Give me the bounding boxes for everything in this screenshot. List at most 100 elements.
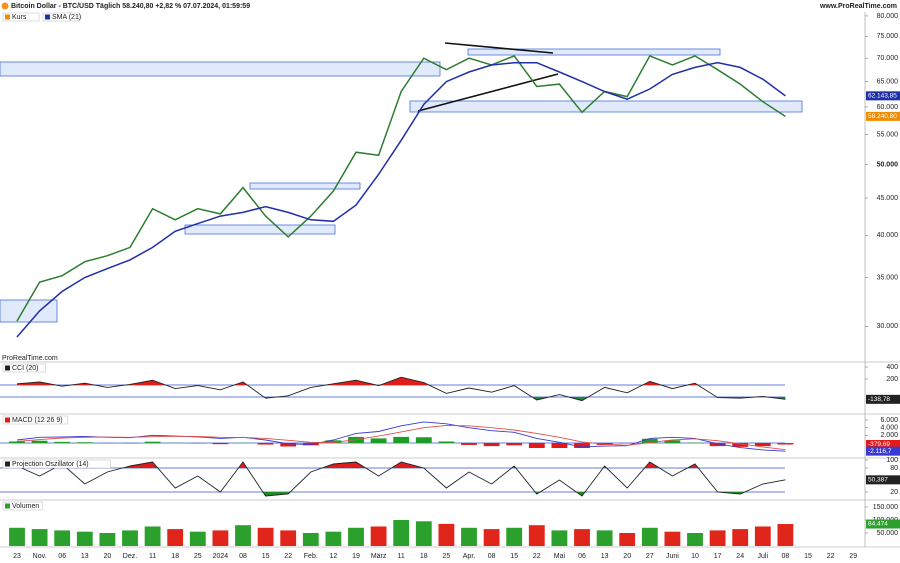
- legend-swatch: [5, 14, 10, 20]
- bar: [461, 527, 477, 546]
- x-tick-label: 12: [330, 553, 338, 560]
- bar: [664, 531, 681, 546]
- bar: [551, 530, 568, 546]
- x-tick-label: Nov.: [33, 553, 47, 560]
- x-tick-label: 15: [804, 553, 812, 560]
- bar: [687, 532, 703, 546]
- y-tick-label: 50.000: [877, 162, 899, 169]
- x-tick-label: 25: [443, 553, 451, 560]
- zone: [409, 100, 803, 113]
- zone: [249, 182, 361, 190]
- y-tick-label: 80: [890, 465, 898, 472]
- price-tag: [866, 91, 900, 101]
- series-line: [16, 376, 786, 402]
- bar: [483, 443, 500, 447]
- drawings: [0, 42, 803, 323]
- panel-legend: Kurs SMA (21): [2, 12, 81, 22]
- bar: [167, 529, 184, 546]
- legend-box: [2, 459, 111, 469]
- y-tick-label: 70.000: [877, 55, 899, 62]
- bar: [732, 529, 749, 546]
- price-tag-label: 62.143,85: [868, 93, 897, 100]
- bar: [732, 443, 749, 447]
- zone: [184, 224, 336, 235]
- legend-label: Kurs: [12, 14, 27, 21]
- bar: [144, 526, 161, 546]
- legend-label: SMA (21): [52, 14, 81, 21]
- legend-box: [2, 501, 43, 511]
- bar: [777, 524, 794, 546]
- price-tag: [866, 446, 900, 456]
- y-tick-label: 4.000: [880, 425, 898, 432]
- x-tick-label: 29: [849, 553, 857, 560]
- x-tick-label: 15: [262, 553, 270, 560]
- x-tick-label: 23: [13, 553, 21, 560]
- bar: [619, 532, 636, 546]
- bar: [393, 436, 410, 444]
- header-site: www.ProRealTime.com: [819, 3, 897, 10]
- x-tick-label: 22: [284, 553, 292, 560]
- y-tick-label: 100: [886, 457, 898, 464]
- bar: [370, 526, 387, 546]
- x-tick-label: 08: [239, 553, 247, 560]
- x-tick-label: 08: [782, 553, 790, 560]
- bar: [257, 443, 274, 445]
- bar: [483, 529, 500, 546]
- x-tick-label: 18: [420, 553, 428, 560]
- x-tick-label: Juni: [666, 553, 679, 560]
- bar: [777, 443, 794, 445]
- x-tick-label: 24: [736, 553, 744, 560]
- bar: [325, 531, 342, 546]
- bar: [415, 437, 432, 444]
- x-tick-label: 17: [714, 553, 722, 560]
- x-tick-label: 20: [623, 553, 631, 560]
- x-tick-label: 2024: [213, 553, 229, 560]
- bar: [54, 530, 71, 546]
- bar: [257, 527, 274, 546]
- x-tick-label: 08: [488, 553, 496, 560]
- bar: [664, 440, 681, 444]
- price-tag-label: 58.240,80: [868, 113, 897, 120]
- price-tag: [866, 439, 900, 449]
- x-tick-label: 22: [827, 553, 835, 560]
- bar: [280, 443, 297, 447]
- y-tick-label: 35.000: [877, 274, 899, 281]
- bar: [235, 525, 251, 546]
- y-tick-label: 50.000: [877, 530, 899, 537]
- legend-swatch: [5, 417, 10, 423]
- fill-above: [17, 377, 786, 386]
- y-tick-label: 75.000: [877, 33, 899, 40]
- bar: [438, 441, 455, 444]
- bar: [9, 441, 25, 444]
- legend-box: [2, 363, 47, 373]
- x-tick-label: Apr.: [463, 553, 476, 560]
- bar: [641, 438, 658, 444]
- price-tag-label: -379,69: [868, 441, 890, 448]
- bar: [9, 527, 25, 546]
- bar: [280, 530, 297, 546]
- bar: [438, 523, 455, 546]
- bar: [574, 443, 590, 449]
- bar: [641, 527, 658, 546]
- bar: [754, 443, 771, 447]
- bar: [393, 519, 410, 546]
- price-tag-label: 50,387: [868, 477, 888, 484]
- bar: [76, 442, 93, 444]
- series-line: [16, 424, 786, 451]
- x-tick-label: 11: [149, 553, 156, 560]
- x-tick-label: Feb.: [304, 553, 318, 560]
- x-tick-label: 18: [171, 553, 179, 560]
- bar: [506, 527, 523, 546]
- x-tick-label: 10: [691, 553, 699, 560]
- panel-title: CCI (20): [12, 365, 38, 372]
- bar: [506, 443, 523, 446]
- x-tick-label: 06: [578, 553, 586, 560]
- panel-legend: MACD (12 26 9): [2, 415, 68, 425]
- bar: [302, 532, 319, 546]
- price-tag: [866, 394, 900, 404]
- series-line: [16, 54, 786, 322]
- x-tick-label: 13: [601, 553, 609, 560]
- y-tick-label: 80.000: [877, 13, 899, 20]
- panel-title: Projection Oszillator (14): [12, 461, 89, 468]
- bar: [31, 440, 48, 444]
